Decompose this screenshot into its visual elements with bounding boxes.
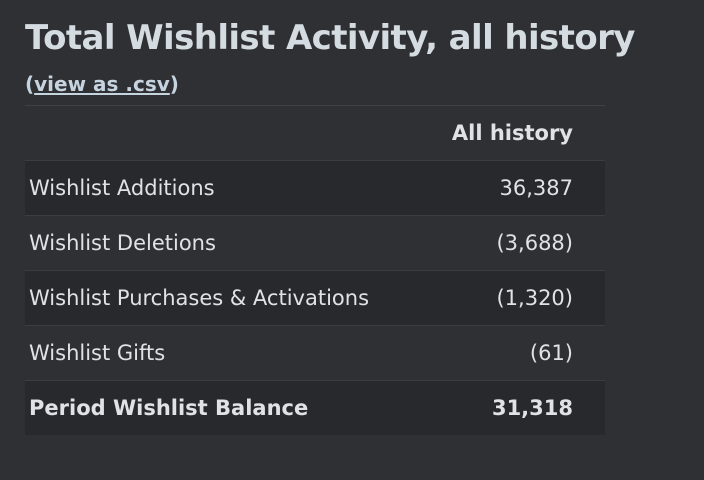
- table-row-purchases-activations: Wishlist Purchases & Activations (1,320): [25, 270, 605, 325]
- row-label: Wishlist Purchases & Activations: [29, 286, 370, 310]
- open-paren: (: [25, 72, 35, 96]
- table-row-additions: Wishlist Additions 36,387: [25, 160, 605, 215]
- row-value: (1,320): [496, 286, 573, 310]
- row-label: Wishlist Additions: [29, 176, 215, 200]
- column-header-all-history: All history: [451, 121, 573, 145]
- csv-export-line: (view as .csv): [25, 70, 179, 98]
- wishlist-activity-table: All history Wishlist Additions 36,387 Wi…: [25, 105, 605, 435]
- page-title: Total Wishlist Activity, all history: [25, 18, 635, 58]
- total-value: 31,318: [491, 396, 573, 420]
- row-label: Wishlist Gifts: [29, 341, 166, 365]
- table-header-row: All history: [25, 105, 605, 160]
- table-row-gifts: Wishlist Gifts (61): [25, 325, 605, 380]
- row-value: (3,688): [496, 231, 573, 255]
- row-label: Wishlist Deletions: [29, 231, 216, 255]
- close-paren: ): [169, 72, 179, 96]
- view-as-csv-link[interactable]: view as .csv: [34, 72, 170, 96]
- row-value: 36,387: [499, 176, 573, 200]
- row-value: (61): [529, 341, 573, 365]
- total-label: Period Wishlist Balance: [29, 396, 309, 420]
- table-row-deletions: Wishlist Deletions (3,688): [25, 215, 605, 270]
- table-row-total-balance: Period Wishlist Balance 31,318: [25, 380, 605, 435]
